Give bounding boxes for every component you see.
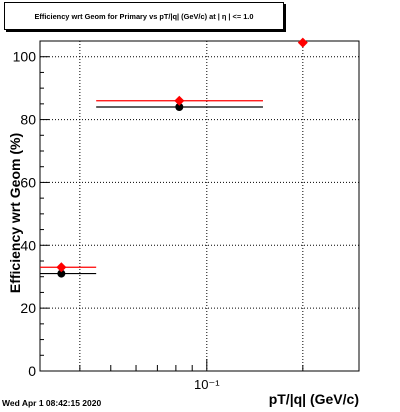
y-tick-label: 0 — [28, 363, 36, 379]
plot-frame — [39, 40, 360, 372]
chart-title: Efficiency wrt Geom for Primary vs pT/|q… — [34, 11, 254, 21]
timestamp: Wed Apr 1 08:42:15 2020 — [2, 398, 102, 408]
y-tick-label: 20 — [20, 300, 36, 316]
y-axis-title: Efficiency wrt Geom (%) — [7, 133, 23, 293]
y-tick-label: 100 — [13, 49, 37, 65]
x-axis-title: pT/|q| (GeV/c) — [269, 391, 359, 407]
black-circle-marker — [175, 103, 184, 111]
red-diamond-marker — [174, 95, 185, 106]
y-tick-label: 40 — [20, 237, 36, 253]
axis-labels: Efficiency wrt Geom (%) pT/|q| (GeV/c) — [7, 133, 359, 407]
y-tick-label: 60 — [20, 174, 36, 190]
y-tick-label: 80 — [20, 112, 36, 128]
data-markers — [40, 37, 308, 278]
grid-lines — [40, 41, 359, 371]
red-diamond-marker — [56, 262, 67, 273]
black-circle-marker — [57, 269, 66, 278]
chart-title-box: Efficiency wrt Geom for Primary vs pT/|q… — [4, 2, 284, 30]
axes: 0 20 40 60 80 100 10⁻¹ — [13, 40, 360, 392]
red-diamond-marker — [297, 37, 308, 48]
x-tick-label: 10⁻¹ — [194, 377, 220, 392]
